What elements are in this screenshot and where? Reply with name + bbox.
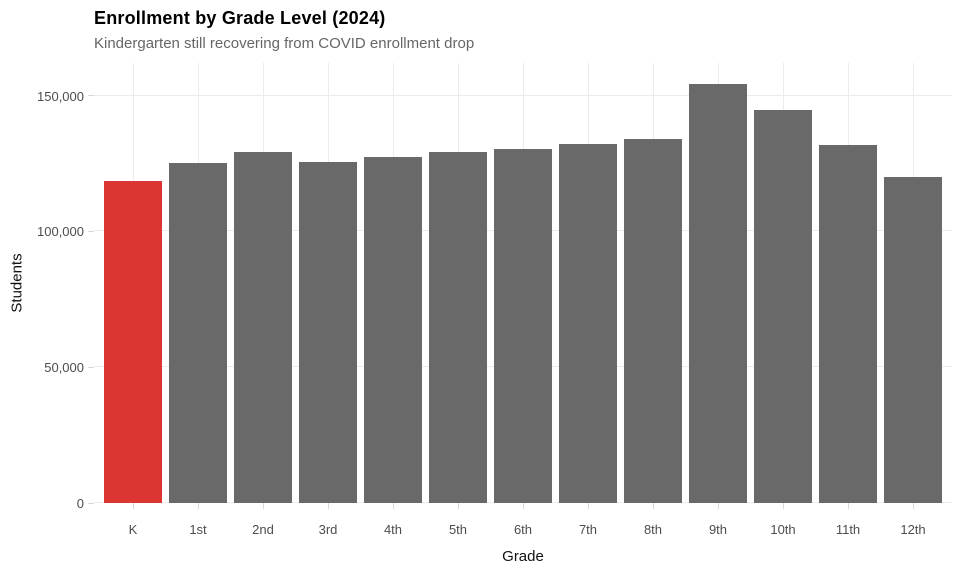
x-tick-mark — [782, 503, 784, 509]
gridline-horizontal — [94, 94, 952, 96]
x-tick-label: 9th — [708, 522, 728, 537]
x-tick-mark — [522, 503, 524, 509]
x-tick-label: 4th — [383, 522, 403, 537]
x-tick-label: 2nd — [252, 522, 274, 537]
x-tick-mark — [457, 503, 459, 509]
y-tick-mark — [88, 230, 94, 232]
x-tick-label: 7th — [578, 522, 598, 537]
x-tick-mark — [132, 503, 134, 509]
x-tick-label: 11th — [835, 522, 861, 537]
bar-7th — [558, 144, 618, 503]
x-tick-mark — [262, 503, 264, 509]
bar-10th — [753, 110, 813, 503]
x-tick-label: 5th — [448, 522, 468, 537]
x-tick-mark — [912, 503, 914, 509]
y-tick-mark — [88, 95, 94, 97]
x-tick-mark — [587, 503, 589, 509]
y-tick-label: 150,000 — [37, 88, 84, 104]
x-tick-mark — [652, 503, 654, 509]
y-tick-mark — [88, 502, 94, 504]
bar-12th — [883, 177, 943, 503]
y-tick-label: 100,000 — [37, 224, 84, 240]
x-tick-label: 12th — [900, 522, 926, 537]
y-tick-label: 50,000 — [44, 360, 84, 376]
x-tick-mark — [197, 503, 199, 509]
y-tick-label: 0 — [76, 496, 84, 511]
bar-K — [103, 181, 163, 503]
bar-1st — [168, 162, 228, 503]
bar-6th — [493, 149, 553, 503]
x-tick-mark — [847, 503, 849, 509]
bar-3rd — [298, 161, 358, 503]
chart-subtitle: Kindergarten still recovering from COVID… — [94, 35, 475, 52]
x-tick-label: 3rd — [318, 522, 338, 537]
bar-4th — [363, 157, 423, 503]
bar-2nd — [233, 151, 293, 503]
chart-title: Enrollment by Grade Level (2024) — [94, 8, 386, 28]
x-tick-mark — [327, 503, 329, 509]
x-tick-label: 1st — [189, 522, 207, 537]
y-axis-title: Students — [8, 253, 26, 313]
x-tick-label: K — [128, 522, 138, 537]
x-tick-mark — [392, 503, 394, 509]
y-tick-mark — [88, 366, 94, 368]
bar-9th — [688, 83, 748, 503]
bar-8th — [623, 139, 683, 503]
bar-5th — [428, 152, 488, 503]
x-axis-title: Grade — [502, 548, 544, 565]
x-tick-label: 6th — [513, 522, 533, 537]
plot-panel — [94, 63, 952, 503]
x-tick-label: 8th — [643, 522, 663, 537]
bar-11th — [818, 145, 878, 503]
x-tick-mark — [717, 503, 719, 509]
x-tick-label: 10th — [770, 522, 796, 537]
